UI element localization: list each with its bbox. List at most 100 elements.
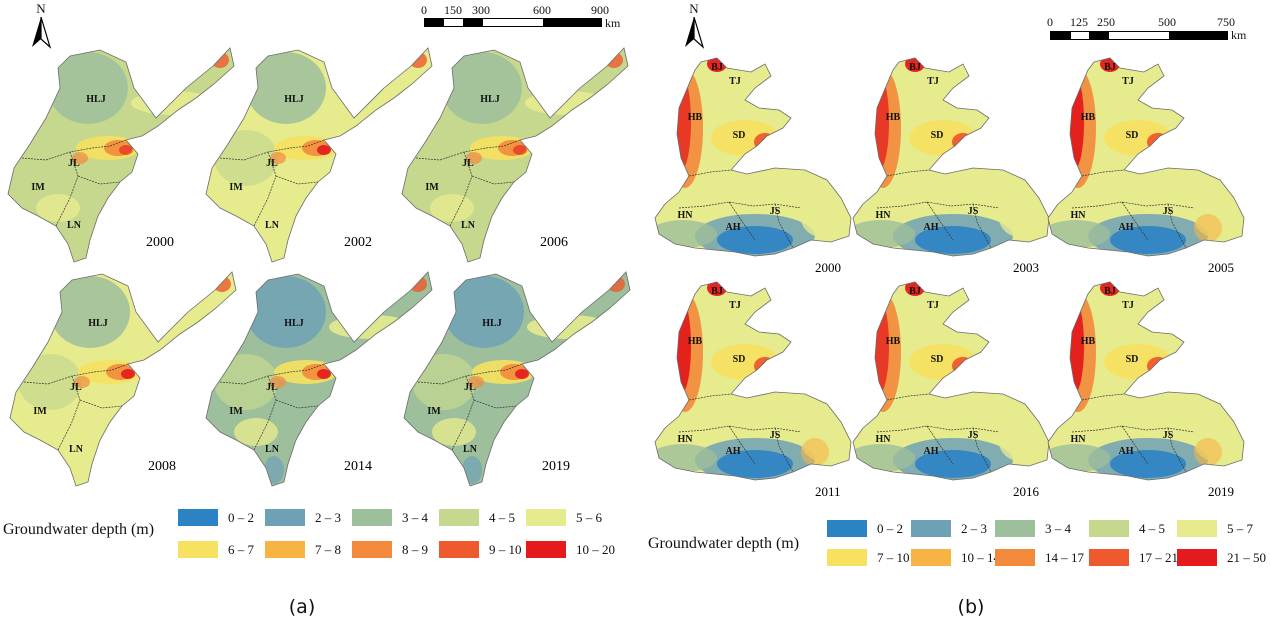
region-label: TJ [927, 76, 939, 87]
region-label: HLJ [86, 94, 105, 105]
map-2002: HLJ JL IM LN 2002 [205, 47, 433, 263]
region-label: HN [1071, 434, 1087, 445]
region-label: LN [67, 220, 82, 231]
map-region-fill [655, 282, 851, 480]
province-border [1121, 201, 1149, 241]
region-label: TJ [1122, 300, 1134, 311]
map-outline [401, 47, 629, 263]
province-border [926, 201, 954, 241]
province-border [774, 203, 794, 249]
region-label: AH [1119, 446, 1134, 457]
panel-b-maps: BJ TJ HB SD HN JS AH 2000 BJ TJ HB SD HN JS AH 2003 BJ TJ… [654, 57, 1245, 499]
legend-swatch [1177, 549, 1217, 566]
province-border [876, 425, 1000, 433]
region-label: SD [931, 130, 944, 141]
legend-swatch [439, 541, 479, 558]
province-border [678, 425, 802, 433]
map-year-label: 2000 [146, 235, 174, 250]
province-border [253, 375, 277, 451]
region-label: JS [968, 430, 979, 441]
legend-swatch [1089, 549, 1129, 566]
scale-tick: 250 [1097, 15, 1115, 29]
region-label: HN [1071, 210, 1087, 221]
province-border [728, 201, 756, 241]
region-label: SD [733, 130, 746, 141]
legend-swatch [265, 509, 305, 526]
legend-label: 5 – 6 [576, 509, 602, 525]
panel-a: HLJ JL IM LN 2000 HLJ JL IM LN 2002 HLJ JL IM LN 2006 H… [3, 2, 637, 618]
legend-item: 3 – 4 [352, 509, 428, 526]
province-border [449, 151, 473, 227]
region-label: IM [427, 406, 441, 417]
region-label: AH [924, 446, 939, 457]
region-label: LN [463, 444, 478, 455]
map-outline [1047, 57, 1245, 257]
legend-title: Groundwater depth (m) [3, 521, 155, 538]
province-border [55, 151, 79, 227]
legend-swatch [439, 509, 479, 526]
legend-swatch [526, 541, 566, 558]
legend-label: 2 – 3 [315, 509, 341, 525]
panel-label: (a) [288, 596, 316, 618]
map-year-label: 2003 [1013, 260, 1039, 275]
region-label: LN [69, 444, 84, 455]
legend-swatch [995, 549, 1035, 566]
region-label: SD [1126, 354, 1139, 365]
legend-item: 21 – 50 [1177, 549, 1266, 566]
map-2003: BJ TJ HB SD HN JS AH 2003 [852, 57, 1050, 275]
north-letter: N [689, 1, 699, 16]
map-2000: HLJ JL IM LN 2000 [7, 47, 235, 263]
region-label: JL [266, 158, 278, 169]
region-label: IM [33, 406, 47, 417]
region-label: JL [70, 382, 82, 393]
map-year-label: 2008 [148, 459, 176, 474]
legend-label: 8 – 9 [402, 541, 428, 557]
map-outline [654, 57, 852, 257]
map-outline [7, 47, 235, 263]
region-label: HLJ [284, 318, 303, 329]
scale-unit: km [1231, 28, 1247, 42]
province-border [678, 201, 802, 209]
legend-item: 4 – 5 [1089, 520, 1165, 537]
legend-label: 17 – 21 [1139, 549, 1178, 565]
legend-item: 0 – 2 [827, 520, 903, 537]
province-border [219, 139, 325, 161]
map-year-label: 2014 [344, 459, 372, 474]
legend-swatch [178, 541, 218, 558]
legend-swatch [265, 541, 305, 558]
map-year-label: 2019 [1208, 484, 1234, 499]
region-label: HB [1081, 336, 1096, 347]
legend-label: 7 – 8 [315, 541, 341, 557]
map-region-fill [1048, 282, 1244, 480]
region-label: HN [678, 210, 694, 221]
legend-item: 3 – 4 [995, 520, 1071, 537]
region-label: BJ [711, 286, 723, 297]
region-label: BJ [909, 62, 921, 73]
scale-bar: 0 150 300 600 900 km [421, 3, 637, 33]
panel-label: (b) [957, 596, 985, 618]
province-border [1121, 425, 1149, 465]
province-border [473, 399, 517, 409]
legend-label: 7 – 10 [877, 549, 910, 565]
legend-item: 7 – 8 [265, 541, 341, 558]
legend-label: 6 – 7 [228, 541, 254, 557]
province-border [972, 427, 992, 473]
legend-label: 3 – 4 [402, 509, 428, 525]
province-border [471, 175, 515, 185]
map-year-label: 2006 [540, 235, 568, 250]
map-year-label: 2000 [815, 260, 841, 275]
panel-b: BJ TJ HB SD HN JS AH 2000 BJ TJ HB SD HN JS AH 2003 BJ TJ… [635, 0, 1270, 628]
map-year-label: 2005 [1208, 260, 1234, 275]
province-border [77, 175, 121, 185]
legend-item: 9 – 10 [439, 541, 522, 558]
region-label: JS [1163, 430, 1174, 441]
legend-label: 14 – 17 [1045, 549, 1084, 565]
province-border [926, 425, 954, 465]
legend-item: 6 – 7 [178, 541, 254, 558]
map-year-label: 2016 [1013, 484, 1040, 499]
province-border [253, 151, 277, 227]
legend-swatch [178, 509, 218, 526]
legend-label: 9 – 10 [489, 541, 522, 557]
province-border [79, 399, 123, 409]
legend-item: 10 – 14 [911, 549, 1000, 566]
